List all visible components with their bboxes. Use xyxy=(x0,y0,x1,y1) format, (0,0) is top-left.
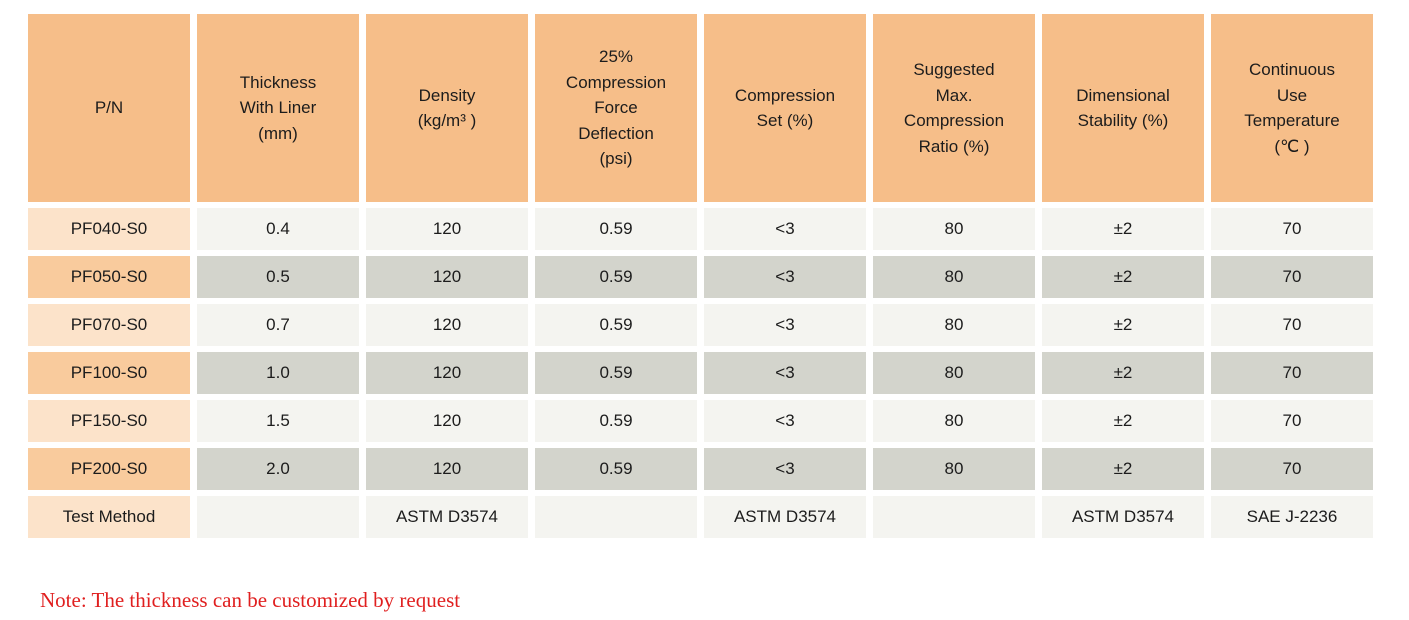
compression-set-cell: <3 xyxy=(704,352,866,394)
thickness-cell: 1.0 xyxy=(197,352,359,394)
header-cell-density: Density (kg/m³ ) xyxy=(366,14,528,202)
header-cell-dimensional-stability: Dimensional Stability (%) xyxy=(1042,14,1204,202)
cfd-cell: 0.59 xyxy=(535,400,697,442)
spec-table: P/N Thickness With Liner (mm) Density (k… xyxy=(21,8,1380,544)
density-cell: 120 xyxy=(366,448,528,490)
density-cell: 120 xyxy=(366,256,528,298)
cfd-cell xyxy=(535,496,697,538)
table-row-pf100: PF100-S0 1.0 120 0.59 <3 80 ±2 70 xyxy=(28,352,1373,394)
density-cell: 120 xyxy=(366,208,528,250)
thickness-cell: 0.7 xyxy=(197,304,359,346)
temperature-cell: 70 xyxy=(1211,352,1373,394)
temperature-cell: 70 xyxy=(1211,448,1373,490)
cfd-cell: 0.59 xyxy=(535,208,697,250)
max-ratio-cell: 80 xyxy=(873,208,1035,250)
table-row-test-method: Test Method ASTM D3574 ASTM D3574 ASTM D… xyxy=(28,496,1373,538)
compression-set-cell: <3 xyxy=(704,400,866,442)
stability-cell: ±2 xyxy=(1042,304,1204,346)
temperature-cell: 70 xyxy=(1211,304,1373,346)
table-row-pf070: PF070-S0 0.7 120 0.59 <3 80 ±2 70 xyxy=(28,304,1373,346)
compression-set-cell: <3 xyxy=(704,448,866,490)
density-cell: 120 xyxy=(366,400,528,442)
temperature-cell: 70 xyxy=(1211,400,1373,442)
pn-cell: Test Method xyxy=(28,496,190,538)
table-row-pf050: PF050-S0 0.5 120 0.59 <3 80 ±2 70 xyxy=(28,256,1373,298)
density-cell: ASTM D3574 xyxy=(366,496,528,538)
temperature-cell: 70 xyxy=(1211,208,1373,250)
pn-cell: PF040-S0 xyxy=(28,208,190,250)
thickness-cell: 1.5 xyxy=(197,400,359,442)
thickness-cell: 2.0 xyxy=(197,448,359,490)
table-row-pf200: PF200-S0 2.0 120 0.59 <3 80 ±2 70 xyxy=(28,448,1373,490)
pn-cell: PF150-S0 xyxy=(28,400,190,442)
thickness-cell: 0.5 xyxy=(197,256,359,298)
table-row-pf150: PF150-S0 1.5 120 0.59 <3 80 ±2 70 xyxy=(28,400,1373,442)
max-ratio-cell: 80 xyxy=(873,352,1035,394)
stability-cell: ±2 xyxy=(1042,400,1204,442)
compression-set-cell: <3 xyxy=(704,208,866,250)
max-ratio-cell: 80 xyxy=(873,256,1035,298)
thickness-cell: 0.4 xyxy=(197,208,359,250)
cfd-cell: 0.59 xyxy=(535,256,697,298)
compression-set-cell: <3 xyxy=(704,256,866,298)
max-ratio-cell: 80 xyxy=(873,304,1035,346)
header-cell-pn: P/N xyxy=(28,14,190,202)
pn-cell: PF100-S0 xyxy=(28,352,190,394)
stability-cell: ±2 xyxy=(1042,256,1204,298)
table-row-pf040: PF040-S0 0.4 120 0.59 <3 80 ±2 70 xyxy=(28,208,1373,250)
customization-note: Note: The thickness can be customized by… xyxy=(40,588,461,612)
datasheet-page: P/N Thickness With Liner (mm) Density (k… xyxy=(0,8,1409,620)
spec-table-body: PF040-S0 0.4 120 0.59 <3 80 ±2 70 PF050-… xyxy=(28,208,1373,538)
spec-table-header: P/N Thickness With Liner (mm) Density (k… xyxy=(28,14,1373,202)
stability-cell: ±2 xyxy=(1042,352,1204,394)
cfd-cell: 0.59 xyxy=(535,304,697,346)
max-ratio-cell xyxy=(873,496,1035,538)
cfd-cell: 0.59 xyxy=(535,448,697,490)
stability-cell: ±2 xyxy=(1042,448,1204,490)
stability-cell: ASTM D3574 xyxy=(1042,496,1204,538)
thickness-cell xyxy=(197,496,359,538)
header-cell-compression-force-deflection: 25% Compression Force Deflection (psi) xyxy=(535,14,697,202)
pn-cell: PF050-S0 xyxy=(28,256,190,298)
pn-cell: PF070-S0 xyxy=(28,304,190,346)
header-cell-max-compression-ratio: Suggested Max. Compression Ratio (%) xyxy=(873,14,1035,202)
cfd-cell: 0.59 xyxy=(535,352,697,394)
header-cell-continuous-use-temperature: Continuous Use Temperature (℃ ) xyxy=(1211,14,1373,202)
compression-set-cell: ASTM D3574 xyxy=(704,496,866,538)
header-cell-compression-set: Compression Set (%) xyxy=(704,14,866,202)
temperature-cell: 70 xyxy=(1211,256,1373,298)
max-ratio-cell: 80 xyxy=(873,400,1035,442)
max-ratio-cell: 80 xyxy=(873,448,1035,490)
pn-cell: PF200-S0 xyxy=(28,448,190,490)
density-cell: 120 xyxy=(366,352,528,394)
header-cell-thickness: Thickness With Liner (mm) xyxy=(197,14,359,202)
temperature-cell: SAE J-2236 xyxy=(1211,496,1373,538)
stability-cell: ±2 xyxy=(1042,208,1204,250)
density-cell: 120 xyxy=(366,304,528,346)
compression-set-cell: <3 xyxy=(704,304,866,346)
header-row: P/N Thickness With Liner (mm) Density (k… xyxy=(28,14,1373,202)
